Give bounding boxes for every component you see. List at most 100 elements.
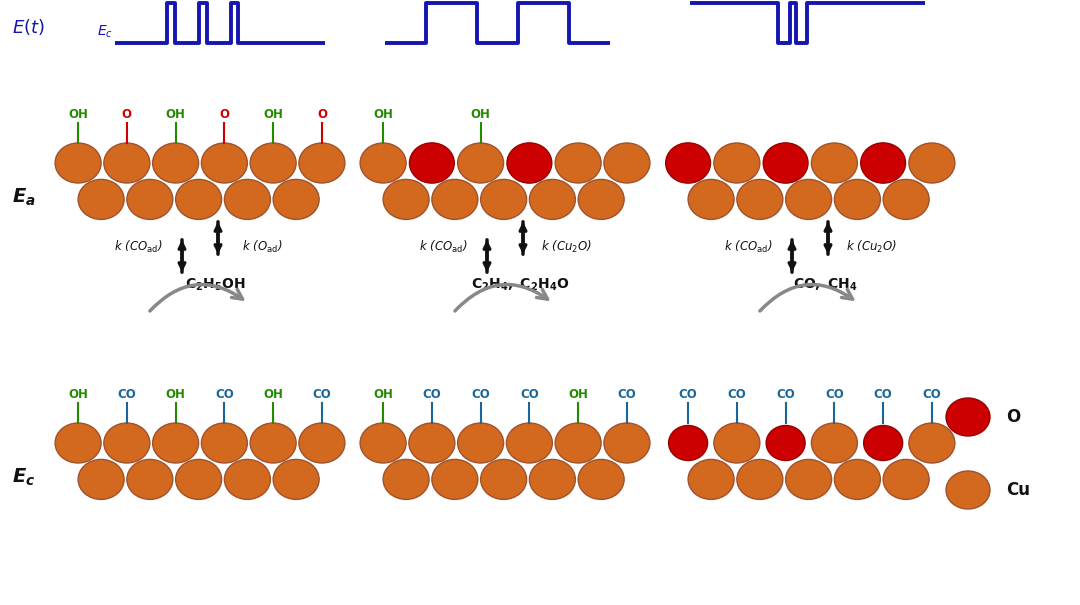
Text: OH: OH	[374, 388, 393, 402]
Ellipse shape	[481, 180, 527, 220]
Ellipse shape	[225, 459, 270, 499]
Ellipse shape	[529, 180, 576, 220]
Ellipse shape	[909, 143, 955, 183]
Ellipse shape	[529, 459, 576, 499]
Ellipse shape	[883, 180, 929, 220]
Ellipse shape	[766, 425, 805, 460]
Ellipse shape	[864, 425, 903, 460]
Ellipse shape	[201, 143, 247, 183]
Text: OH: OH	[165, 388, 186, 402]
Ellipse shape	[458, 423, 503, 463]
Text: CO: CO	[922, 388, 942, 402]
Ellipse shape	[946, 471, 990, 509]
Ellipse shape	[299, 143, 345, 183]
Text: $k$ (Cu$_2$O): $k$ (Cu$_2$O)	[847, 239, 897, 255]
Ellipse shape	[481, 459, 527, 499]
Text: OH: OH	[471, 108, 490, 122]
Text: CO: CO	[519, 388, 539, 402]
Ellipse shape	[432, 459, 477, 499]
Text: CO: CO	[118, 388, 136, 402]
Text: $k$ (CO$_\mathrm{ad}$): $k$ (CO$_\mathrm{ad}$)	[113, 239, 162, 255]
Ellipse shape	[360, 423, 406, 463]
FancyArrowPatch shape	[150, 284, 243, 311]
Text: $k$ (Cu$_2$O): $k$ (Cu$_2$O)	[541, 239, 593, 255]
Ellipse shape	[383, 180, 429, 220]
Text: $E(t)$: $E(t)$	[12, 17, 45, 37]
Text: CO: CO	[422, 388, 442, 402]
Text: O: O	[316, 108, 327, 122]
Ellipse shape	[835, 459, 880, 499]
Ellipse shape	[383, 459, 429, 499]
Ellipse shape	[946, 398, 990, 436]
Text: O: O	[122, 108, 132, 122]
Ellipse shape	[578, 180, 624, 220]
Text: $\mathbf{C_2H_5OH}$: $\mathbf{C_2H_5OH}$	[185, 276, 245, 293]
Ellipse shape	[507, 143, 552, 183]
Ellipse shape	[835, 180, 880, 220]
Ellipse shape	[665, 143, 711, 183]
Ellipse shape	[604, 143, 650, 183]
Ellipse shape	[78, 180, 124, 220]
Text: O: O	[1005, 408, 1021, 426]
Ellipse shape	[176, 459, 221, 499]
Ellipse shape	[409, 143, 455, 183]
Ellipse shape	[811, 423, 858, 463]
Ellipse shape	[152, 143, 199, 183]
Ellipse shape	[861, 143, 905, 183]
Ellipse shape	[201, 423, 247, 463]
Ellipse shape	[55, 423, 102, 463]
Ellipse shape	[176, 180, 221, 220]
FancyArrowPatch shape	[455, 284, 548, 311]
Ellipse shape	[669, 425, 707, 460]
Ellipse shape	[458, 143, 503, 183]
Ellipse shape	[251, 143, 296, 183]
Text: $k$ (CO$_\mathrm{ad}$): $k$ (CO$_\mathrm{ad}$)	[724, 239, 772, 255]
Ellipse shape	[507, 423, 552, 463]
Ellipse shape	[764, 143, 808, 183]
Ellipse shape	[126, 180, 173, 220]
Ellipse shape	[78, 459, 124, 499]
Ellipse shape	[737, 459, 783, 499]
Text: OH: OH	[68, 108, 89, 122]
Ellipse shape	[225, 180, 270, 220]
Ellipse shape	[409, 423, 455, 463]
Ellipse shape	[714, 143, 760, 183]
FancyArrowPatch shape	[760, 284, 852, 311]
Ellipse shape	[578, 459, 624, 499]
Ellipse shape	[126, 459, 173, 499]
Ellipse shape	[883, 459, 929, 499]
Ellipse shape	[737, 180, 783, 220]
Text: CO: CO	[874, 388, 892, 402]
Text: OH: OH	[264, 388, 283, 402]
Ellipse shape	[432, 180, 477, 220]
Ellipse shape	[273, 459, 320, 499]
Text: CO: CO	[215, 388, 233, 402]
Text: CO: CO	[312, 388, 332, 402]
Ellipse shape	[785, 459, 832, 499]
Ellipse shape	[555, 423, 602, 463]
Ellipse shape	[104, 143, 150, 183]
Text: CO: CO	[825, 388, 843, 402]
Text: $\bfit{E}_c$: $\bfit{E}_c$	[12, 466, 36, 488]
Ellipse shape	[299, 423, 345, 463]
Ellipse shape	[273, 180, 320, 220]
Text: $\bfit{E}_a$: $\bfit{E}_a$	[12, 186, 36, 208]
Text: $k$ (CO$_\mathrm{ad}$): $k$ (CO$_\mathrm{ad}$)	[419, 239, 468, 255]
Text: CO: CO	[471, 388, 490, 402]
Text: OH: OH	[264, 108, 283, 122]
Text: OH: OH	[165, 108, 186, 122]
Ellipse shape	[785, 180, 832, 220]
Text: CO: CO	[678, 388, 698, 402]
Text: CO: CO	[618, 388, 636, 402]
Ellipse shape	[104, 423, 150, 463]
Ellipse shape	[55, 143, 102, 183]
Ellipse shape	[604, 423, 650, 463]
Text: Cu: Cu	[1005, 481, 1030, 499]
Text: CO: CO	[777, 388, 795, 402]
Text: CO: CO	[728, 388, 746, 402]
Text: O: O	[219, 108, 229, 122]
Text: OH: OH	[568, 388, 589, 402]
Ellipse shape	[688, 180, 734, 220]
Text: $\mathbf{C_2H_4,\ C_2H_4O}$: $\mathbf{C_2H_4,\ C_2H_4O}$	[471, 276, 569, 293]
Ellipse shape	[688, 459, 734, 499]
